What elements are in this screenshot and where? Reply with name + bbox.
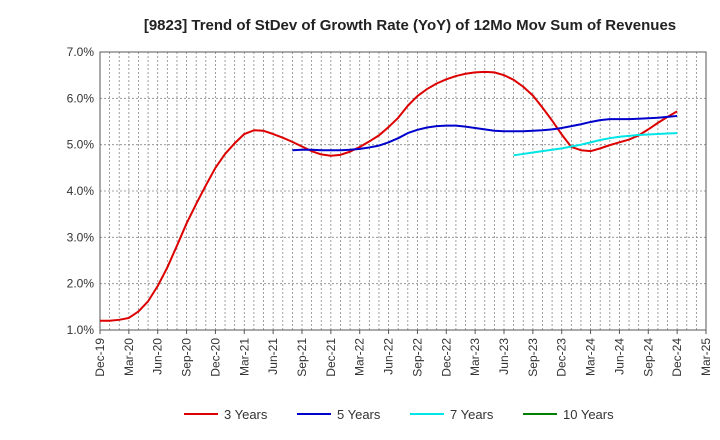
series-line-7-years (513, 132, 678, 157)
x-tick-label: Mar-23 (468, 338, 482, 376)
series-line-5-years (292, 114, 678, 152)
y-tick-label: 5.0% (67, 138, 95, 152)
x-tick-label: Jun-21 (266, 338, 280, 375)
x-tick-label: Jun-20 (151, 338, 165, 375)
x-tick-label: Dec-19 (93, 338, 107, 377)
y-tick-label: 2.0% (67, 277, 95, 291)
x-tick-label: Dec-24 (670, 338, 684, 377)
x-tick-label: Mar-24 (584, 338, 598, 376)
legend-label: 7 Years (450, 407, 494, 422)
x-tick-label: Dec-22 (439, 338, 453, 377)
x-tick-label: Sep-24 (641, 338, 655, 377)
x-tick-label: Sep-23 (526, 338, 540, 377)
y-tick-label: 1.0% (67, 323, 95, 337)
x-tick-label: Dec-23 (555, 338, 569, 377)
x-tick-label: Jun-22 (382, 338, 396, 375)
x-tick-label: Sep-21 (295, 338, 309, 377)
legend-label: 10 Years (563, 407, 614, 422)
x-tick-label: Mar-20 (122, 338, 136, 376)
y-tick-label: 7.0% (67, 45, 95, 59)
legend-label: 3 Years (224, 407, 268, 422)
grid-layer (100, 52, 706, 330)
x-tick-label: Sep-20 (180, 338, 194, 377)
x-tick-label: Sep-22 (410, 338, 424, 377)
legend-label: 5 Years (337, 407, 381, 422)
series-line-3-years (100, 70, 678, 322)
x-tick-label: Dec-20 (208, 338, 222, 377)
legend: 3 Years 5 Years 7 Years 10 Years (184, 407, 614, 422)
x-tick-label: Dec-21 (324, 338, 338, 377)
x-tick-label: Mar-25 (699, 338, 713, 376)
chart-title: [9823] Trend of StDev of Growth Rate (Yo… (144, 17, 676, 34)
y-tick-label: 6.0% (67, 91, 95, 105)
axes-layer: 1.0% 2.0% 3.0% 4.0% 5.0% 6.0% 7.0% Dec-19 Mar-20… (67, 45, 713, 377)
x-tick-label: Mar-22 (353, 338, 367, 376)
x-tick-label: Jun-23 (497, 338, 511, 375)
series-layer (100, 70, 678, 322)
x-tick-label: Jun-24 (612, 338, 626, 375)
plot-area-border (99, 51, 707, 331)
y-tick-label: 4.0% (67, 184, 95, 198)
y-tick-label: 3.0% (67, 230, 95, 244)
x-tick-label: Mar-21 (237, 338, 251, 376)
